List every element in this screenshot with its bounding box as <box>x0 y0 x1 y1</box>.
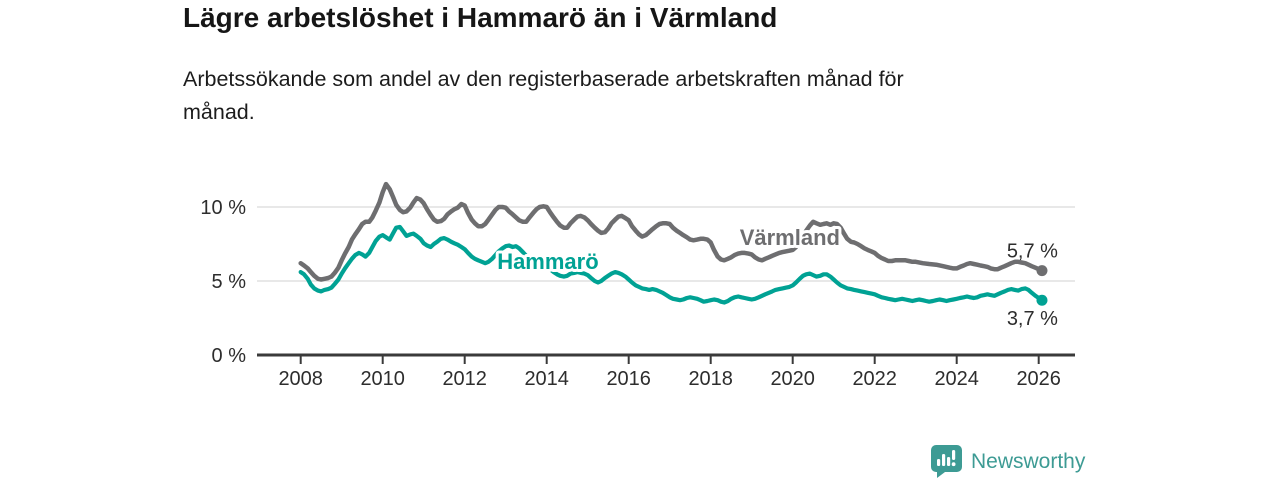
series-end-value-värmland: 5,7 % <box>1007 241 1058 263</box>
newsworthy-bubble-chart-icon <box>931 445 962 478</box>
y-tick-label: 0 % <box>212 345 247 367</box>
x-tick-label: 2010 <box>360 368 405 390</box>
x-tick-label: 2012 <box>442 368 487 390</box>
newsworthy-wordmark: Newsworthy <box>971 449 1086 473</box>
x-tick-label: 2018 <box>688 368 733 390</box>
series-label-värmland: Värmland <box>740 225 840 250</box>
chart-title: Lägre arbetslöshet i Hammarö än i Värmla… <box>183 2 778 33</box>
x-tick-label: 2016 <box>606 368 651 390</box>
x-tick-label: 2020 <box>770 368 815 390</box>
series-end-dot-värmland <box>1036 265 1048 277</box>
y-tick-label: 5 % <box>212 271 247 293</box>
series-end-dot-hammarö <box>1036 294 1048 306</box>
series-end-value-hammarö: 3,7 % <box>1007 308 1058 330</box>
series-line-hammarö <box>298 224 1045 305</box>
newsworthy-logo[interactable]: Newsworthy <box>931 445 1085 478</box>
x-tick-label: 2024 <box>934 368 979 390</box>
y-tick-label: 10 % <box>200 197 246 219</box>
x-tick-label: 2022 <box>852 368 897 390</box>
series-line-värmland <box>298 181 1045 282</box>
x-tick-label: 2014 <box>524 368 569 390</box>
x-tick-label: 2008 <box>278 368 323 390</box>
chart-subtitle: Arbetssökande som andel av den registerb… <box>183 67 904 124</box>
series-label-hammarö: Hammarö <box>497 249 598 274</box>
x-tick-label: 2026 <box>1016 368 1061 390</box>
